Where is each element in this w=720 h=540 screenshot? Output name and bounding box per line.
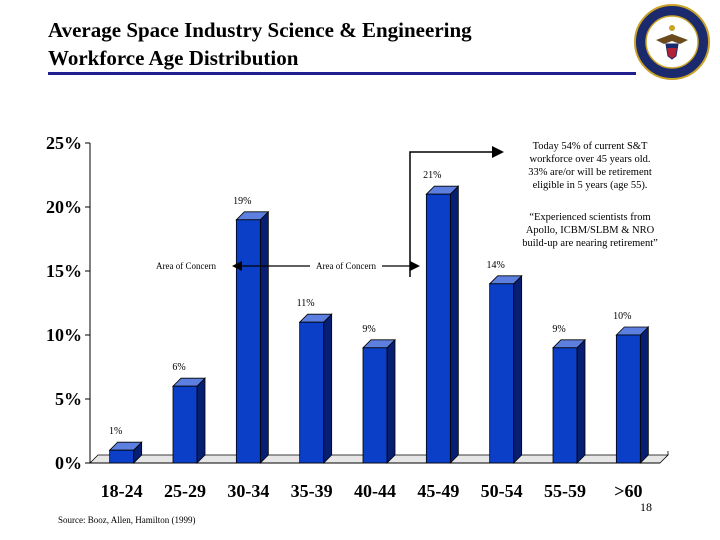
category-label: 30-34 (227, 481, 269, 501)
note-today-line: 33% are/or will be retirement (528, 167, 652, 178)
bar (615, 334, 641, 464)
data-label: 1% (109, 426, 122, 437)
y-tick-label: 0% (55, 453, 82, 473)
bar-side (513, 274, 523, 464)
chart-labels: 18-24 1% 25-29 6% 30-34 19% 35-39 11% 40-44 9% 45-… (101, 170, 643, 501)
category-label: 45-49 (417, 481, 459, 501)
bar (362, 347, 388, 464)
note-today-line: eligible in 5 years (age 55). (532, 180, 648, 191)
page-number: 18 (640, 500, 652, 514)
data-label: 9% (362, 324, 375, 335)
bar (552, 347, 578, 464)
note-quote-line: build-up are nearing retirement” (522, 238, 658, 249)
bar-side (259, 210, 269, 464)
data-label: 9% (552, 324, 565, 335)
slide-title: Average Space Industry Science & Enginee… (48, 16, 608, 72)
bar-side (196, 377, 206, 464)
category-label: 25-29 (164, 481, 206, 501)
category-label: 35-39 (291, 481, 333, 501)
y-tick-label: 20% (46, 197, 82, 217)
concern-label-right: Area of Concern (316, 261, 376, 271)
bar (109, 449, 135, 464)
category-label: >60 (614, 481, 642, 501)
title-line-1: Average Space Industry Science & Enginee… (48, 18, 472, 42)
note-quote-line: Apollo, ICBM/SLBM & NRO (525, 225, 655, 236)
bar (299, 321, 325, 464)
title-line-2: Workforce Age Distribution (48, 46, 299, 70)
source-note: Source: Booz, Allen, Hamilton (1999) (58, 515, 196, 525)
note-pointer-head (492, 146, 504, 158)
note-today-line: Today 54% of current S&T (532, 141, 648, 152)
bar-side (323, 313, 333, 464)
bar (489, 283, 515, 464)
y-tick-label: 25% (46, 133, 82, 153)
data-label: 11% (297, 298, 315, 309)
concern-arrow-left-head (232, 261, 242, 271)
bar (235, 219, 261, 464)
data-label: 10% (613, 311, 631, 322)
category-label: 18-24 (101, 481, 143, 501)
note-today: Today 54% of current S&T workforce over … (500, 140, 680, 192)
data-label: 19% (233, 196, 251, 207)
bar-side (576, 338, 586, 464)
data-label: 21% (423, 170, 441, 181)
chart-bars (108, 185, 650, 464)
concern-label-left: Area of Concern (156, 261, 216, 271)
concern-arrow-right-head (410, 261, 420, 271)
y-tick-label: 5% (55, 389, 82, 409)
chart-annotations: Area of Concern Area of Concern (156, 146, 504, 277)
data-label: 14% (486, 260, 504, 271)
note-quote: “Experienced scientists from Apollo, ICB… (496, 211, 684, 250)
y-tick-label: 15% (46, 261, 82, 281)
note-today-line: workforce over 45 years old. (529, 154, 651, 165)
bar-side (449, 185, 459, 464)
category-label: 40-44 (354, 481, 396, 501)
data-label: 6% (172, 362, 185, 373)
note-quote-line: “Experienced scientists from (529, 212, 651, 223)
bar (172, 385, 198, 464)
note-pointer-line (409, 151, 494, 277)
bar-side (386, 338, 396, 464)
dod-seal-logo (634, 4, 710, 80)
bar-side (639, 326, 649, 464)
category-label: 50-54 (481, 481, 523, 501)
y-tick-label: 10% (46, 325, 82, 345)
title-underline (48, 72, 636, 75)
bar (425, 193, 451, 464)
category-label: 55-59 (544, 481, 586, 501)
